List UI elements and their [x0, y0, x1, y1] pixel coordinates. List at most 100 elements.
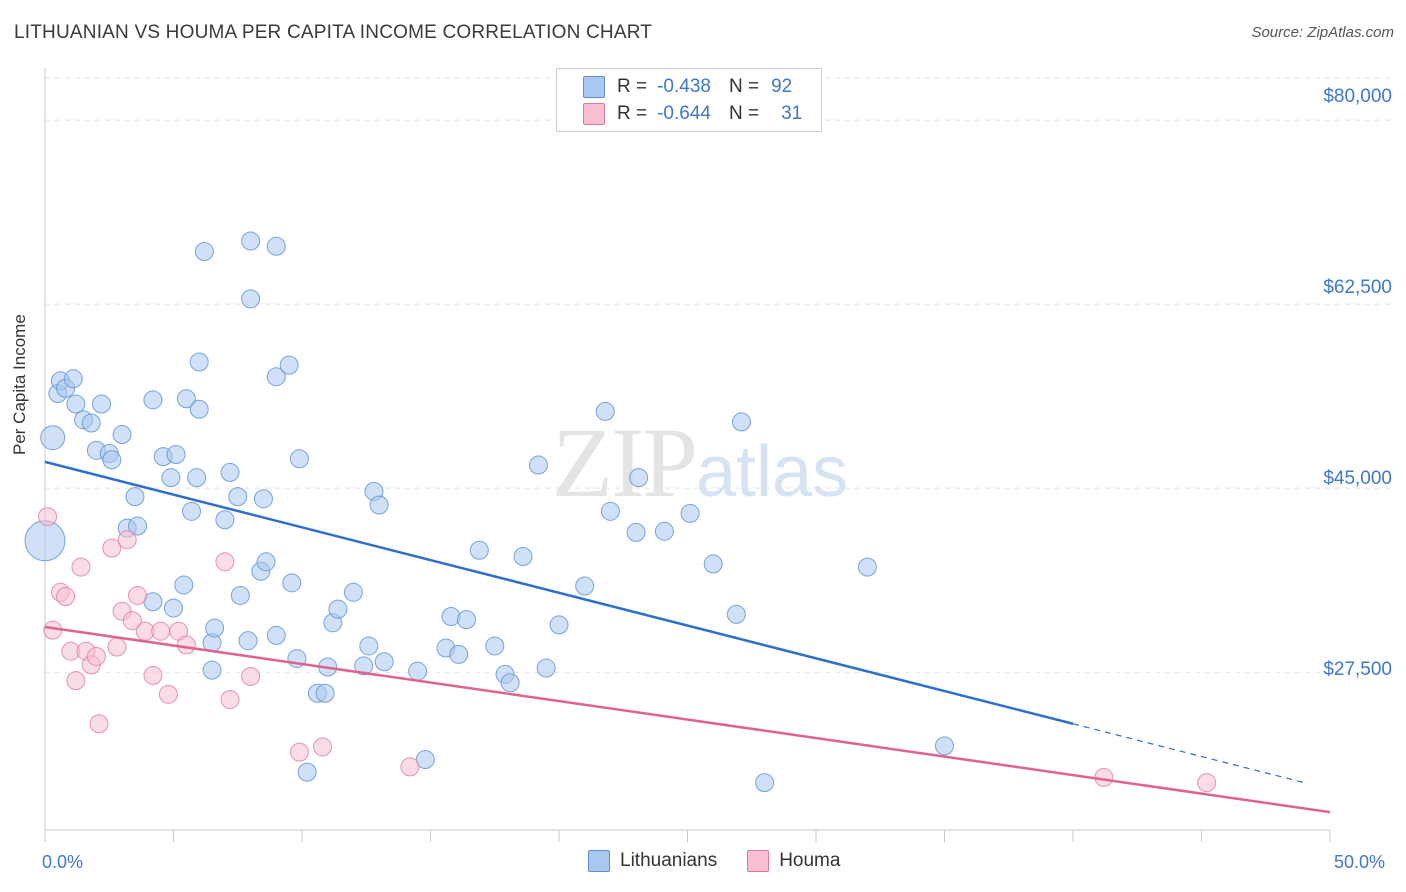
- data-point: [441, 606, 461, 626]
- data-point: [935, 736, 954, 756]
- data-point: [189, 352, 209, 372]
- data-point: [253, 489, 273, 509]
- series-legend-lithuanians[interactable]: Lithuanians: [588, 850, 717, 872]
- data-point: [164, 598, 183, 618]
- chart-title: LITHUANIAN VS HOUMA PER CAPITA INCOME CO…: [14, 22, 653, 43]
- data-point: [205, 618, 225, 638]
- data-point: [536, 658, 556, 678]
- watermark-atlas: atlas: [696, 432, 849, 512]
- data-point: [230, 585, 250, 605]
- legend-swatch-lithuanians: [583, 76, 605, 98]
- series-points-lithuanians: [24, 231, 954, 793]
- data-point: [415, 750, 435, 770]
- legend-r-label: R =: [617, 76, 648, 97]
- data-point: [241, 231, 261, 251]
- data-point: [117, 530, 137, 550]
- legend-swatch-houma: [583, 103, 605, 125]
- legend-r-value: -0.438: [657, 76, 711, 97]
- data-point: [297, 762, 317, 782]
- data-point: [731, 412, 751, 432]
- data-point: [469, 540, 489, 560]
- data-point: [500, 673, 520, 693]
- data-point: [408, 661, 428, 681]
- y-tick-label-45000: $45,000: [1323, 468, 1392, 489]
- data-point: [626, 522, 646, 542]
- legend-n-label: N =: [728, 76, 760, 97]
- data-point: [86, 646, 106, 666]
- legend-row-lithuanians: R = -0.438 N = 92: [583, 73, 792, 101]
- data-point: [128, 585, 148, 605]
- data-point: [315, 683, 335, 703]
- data-point: [220, 690, 240, 710]
- series-legend-houma[interactable]: Houma: [747, 850, 840, 872]
- data-point: [369, 495, 389, 515]
- data-point: [680, 503, 700, 523]
- data-point: [189, 399, 209, 419]
- data-point: [726, 604, 746, 624]
- data-point: [228, 487, 248, 507]
- data-point: [158, 684, 178, 704]
- series-legend: Lithuanians Houma: [588, 850, 870, 872]
- data-point: [238, 631, 258, 651]
- data-point: [755, 773, 775, 793]
- data-point: [595, 401, 615, 421]
- trend-line-houma: [44, 625, 1331, 814]
- y-tick-label-27500: $27,500: [1323, 659, 1392, 680]
- data-point: [143, 390, 163, 410]
- y-tick-label-62500: $62,500: [1323, 277, 1392, 298]
- data-point: [161, 468, 181, 488]
- data-point: [354, 656, 374, 676]
- data-point: [89, 714, 109, 734]
- data-point: [125, 487, 145, 507]
- data-point: [38, 507, 58, 527]
- data-point: [215, 552, 235, 572]
- data-point: [174, 575, 194, 595]
- data-point: [176, 635, 196, 655]
- data-point: [92, 394, 112, 414]
- data-point: [600, 501, 620, 521]
- data-point: [289, 742, 309, 762]
- data-point: [220, 462, 240, 482]
- data-point: [282, 573, 302, 593]
- series-label-houma: Houma: [779, 850, 841, 871]
- source-label: Source: ZipAtlas.com: [1251, 24, 1394, 41]
- data-point: [66, 394, 86, 414]
- data-point: [112, 425, 132, 445]
- x-tick-label-max: 50.0%: [1334, 852, 1386, 872]
- data-point: [181, 501, 201, 521]
- data-point: [241, 666, 261, 686]
- data-point: [24, 520, 66, 562]
- data-point: [56, 587, 76, 607]
- data-point: [400, 757, 420, 777]
- data-point: [485, 636, 505, 656]
- data-point: [102, 538, 122, 558]
- series-swatch-lithuanians: [588, 850, 610, 872]
- data-point: [187, 468, 207, 488]
- series-label-lithuanians: Lithuanians: [620, 850, 718, 871]
- data-point: [857, 557, 877, 577]
- data-point: [654, 521, 674, 541]
- watermark: ZIPatlas: [552, 405, 848, 520]
- data-point: [289, 449, 309, 469]
- correlation-legend: R = -0.438 N = 92 R = -0.644 N = 31: [556, 68, 822, 132]
- data-point: [66, 671, 86, 691]
- data-point: [202, 660, 222, 680]
- data-point: [549, 615, 569, 635]
- data-point: [456, 610, 476, 630]
- data-point: [279, 355, 299, 375]
- data-point: [328, 599, 348, 619]
- data-point: [194, 242, 214, 262]
- data-point: [313, 737, 333, 757]
- data-point: [629, 468, 649, 488]
- legend-n-value: 31: [781, 103, 803, 124]
- data-point: [241, 289, 261, 309]
- data-point: [128, 516, 148, 536]
- x-tick-label-min: 0.0%: [42, 852, 84, 872]
- data-point: [528, 455, 548, 475]
- data-point: [176, 389, 196, 409]
- data-point: [1197, 773, 1217, 793]
- data-point: [166, 445, 186, 465]
- trend-line-extension: [1072, 723, 1305, 784]
- data-point: [143, 665, 163, 685]
